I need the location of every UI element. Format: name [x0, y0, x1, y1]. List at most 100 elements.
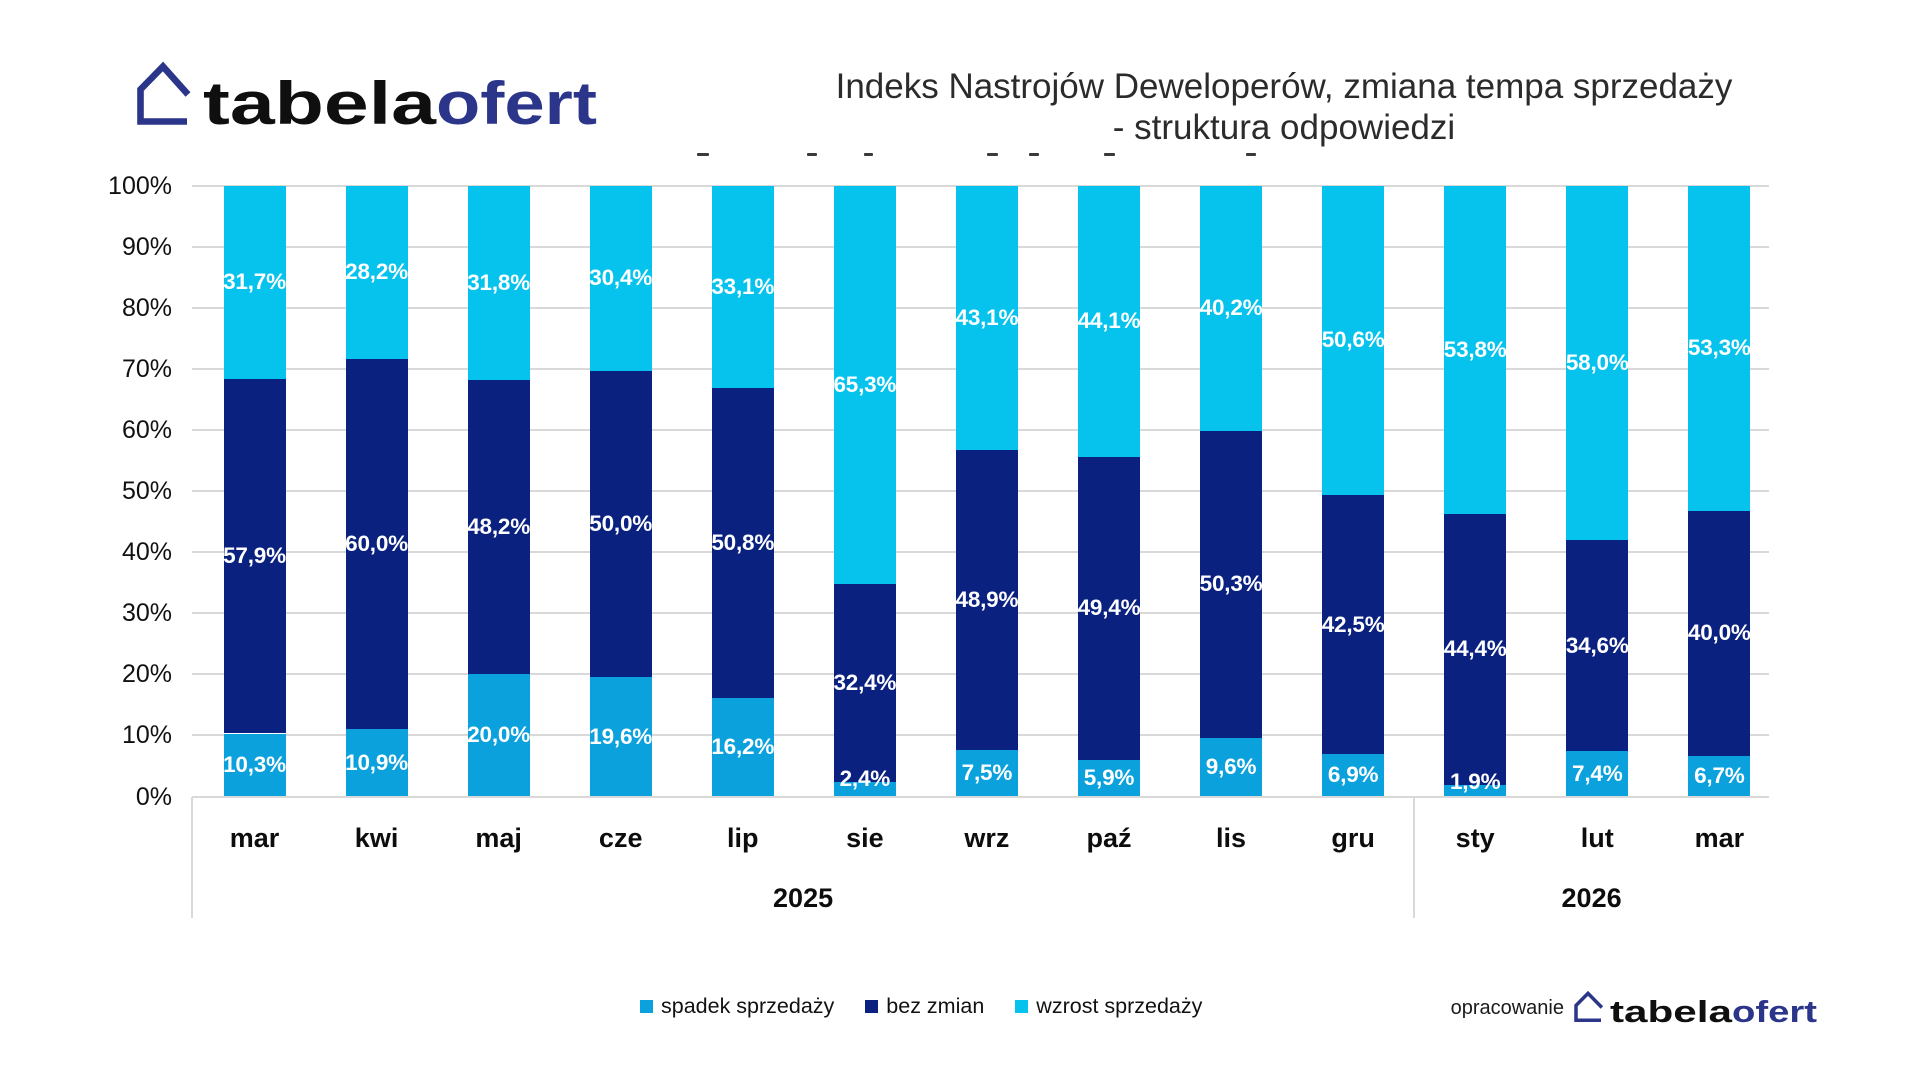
bar-value-label: 9,6%	[1205, 754, 1257, 780]
year-group-label: 2025	[773, 883, 834, 913]
credit-house-icon	[1574, 990, 1604, 1022]
bar-segment-wzrost-sprzedaży	[1200, 185, 1263, 431]
bar-segment-spadek-sprzedaży	[1444, 784, 1507, 797]
bar-value-label: 50,0%	[589, 510, 653, 536]
bar-segment-wzrost-sprzedaży	[833, 185, 896, 585]
y-tick-label: 0%	[135, 782, 172, 811]
x-tick-label: wrz	[964, 823, 1010, 853]
legend-item-spadek: spadek sprzedaży	[640, 994, 834, 1019]
legend-item-wzrost: wzrost sprzedaży	[1015, 994, 1202, 1019]
bar-segment-spadek-sprzedaży	[1077, 760, 1140, 797]
bar-value-label: 19,6%	[589, 723, 653, 749]
bar-segment-wzrost-sprzedaży	[1444, 185, 1507, 514]
credit-brand-text-black: tabela	[1610, 994, 1733, 1029]
x-tick-label: gru	[1331, 823, 1375, 853]
bar-value-label: 60,0%	[345, 531, 408, 557]
chart-title-line2: - struktura odpowiedzi	[1112, 108, 1456, 147]
chart-legend: spadek sprzedaży bez zmian wzrost sprzed…	[640, 993, 1202, 1019]
chart-title: Indeks Nastrojów Deweloperów, zmiana tem…	[724, 66, 1844, 148]
bar-segment-bez-zmian	[1077, 456, 1140, 761]
bar-segment-bez-zmian	[833, 584, 896, 782]
legend-swatch-bez-zmian	[865, 999, 879, 1013]
bar-value-label: 7,4%	[1572, 760, 1623, 786]
bar-value-label: 6,9%	[1327, 762, 1379, 788]
brand-text-black: tabela	[203, 70, 437, 135]
bar-value-label: 1,9%	[1449, 768, 1501, 794]
bar-value-label: 10,9%	[345, 749, 408, 775]
chart-title-line1: Indeks Nastrojów Deweloperów, zmiana tem…	[835, 67, 1733, 106]
bar-segment-wzrost-sprzedaży	[345, 185, 408, 360]
y-tick-label: 90%	[121, 232, 172, 261]
x-tick-label: cze	[598, 823, 643, 853]
bar-value-label: 49,4%	[1077, 595, 1141, 621]
bar-value-label: 34,6%	[1565, 632, 1629, 658]
bar-value-label: 5,9%	[1083, 765, 1135, 791]
bar-segment-wzrost-sprzedaży	[711, 185, 774, 388]
bar-segment-spadek-sprzedaży	[1322, 754, 1385, 797]
bar-value-label: 53,8%	[1443, 336, 1507, 362]
bar-segment-spadek-sprzedaży	[833, 781, 896, 797]
brand-text-blue: ofert	[436, 70, 597, 135]
bar-value-label: 48,2%	[467, 514, 531, 540]
bar-segment-bez-zmian	[1322, 494, 1385, 755]
bar-value-label: 30,4%	[589, 265, 653, 291]
bar-value-label: 43,1%	[955, 304, 1019, 330]
y-tick-label: 10%	[121, 721, 172, 750]
x-tick-label: mar	[229, 823, 280, 853]
x-tick-label: kwi	[354, 823, 399, 853]
bar-segment-bez-zmian	[711, 387, 774, 698]
bar-value-label: 28,2%	[345, 259, 408, 285]
y-tick-label: 80%	[121, 293, 172, 322]
bar-value-label: 40,0%	[1687, 620, 1751, 646]
legend-item-bez-zmian: bez zmian	[865, 994, 984, 1019]
legend-label-bez-zmian: bez zmian	[886, 993, 985, 1018]
x-tick-label: lip	[727, 823, 759, 853]
house-icon	[137, 61, 191, 125]
bar-segment-wzrost-sprzedaży	[223, 185, 286, 380]
bar-segment-wzrost-sprzedaży	[1688, 185, 1751, 512]
clipped-text-mark	[1104, 153, 1115, 156]
clipped-text-mark	[864, 153, 873, 156]
bar-segment-bez-zmian	[955, 450, 1018, 751]
bar-segment-spadek-sprzedaży	[467, 674, 530, 797]
bar-value-label: 42,5%	[1321, 611, 1385, 637]
bar-value-label: 31,7%	[223, 269, 286, 295]
bar-value-label: 50,3%	[1199, 571, 1263, 597]
bar-value-label: 58,0%	[1565, 349, 1629, 375]
clipped-text-mark	[1246, 153, 1256, 156]
bar-value-label: 65,3%	[833, 371, 897, 397]
bar-segment-spadek-sprzedaży	[1566, 751, 1629, 797]
bar-segment-wzrost-sprzedaży	[467, 185, 530, 380]
credit-label: opracowanie	[1450, 997, 1564, 1019]
x-tick-label: maj	[475, 823, 522, 853]
bar-value-label: 44,1%	[1077, 308, 1141, 334]
bar-segment-bez-zmian	[1200, 430, 1263, 738]
y-tick-label: 40%	[121, 538, 172, 567]
bar-segment-wzrost-sprzedaży	[955, 185, 1018, 451]
clipped-text-mark	[697, 153, 709, 156]
bar-segment-spadek-sprzedaży	[711, 697, 774, 797]
x-tick-label: mar	[1694, 823, 1745, 853]
bar-value-label: 48,9%	[955, 587, 1019, 613]
bar-value-label: 16,2%	[711, 734, 775, 760]
axis-separator	[1413, 797, 1416, 918]
x-tick-label: lis	[1216, 823, 1247, 853]
x-tick-label: sie	[846, 823, 884, 853]
gridline	[192, 795, 1769, 798]
bar-value-label: 7,5%	[961, 760, 1013, 786]
y-tick-label: 70%	[121, 354, 172, 383]
legend-swatch-wzrost	[1015, 999, 1029, 1013]
bar-value-label: 57,9%	[223, 543, 286, 569]
bar-segment-bez-zmian	[1688, 511, 1751, 756]
bar-value-label: 53,3%	[1687, 335, 1751, 361]
bar-segment-bez-zmian	[223, 379, 286, 734]
bar-value-label: 50,8%	[711, 529, 775, 555]
legend-label-spadek: spadek sprzedaży	[661, 993, 835, 1018]
x-tick-label: sty	[1455, 823, 1495, 853]
bar-segment-wzrost-sprzedaży	[1566, 185, 1629, 540]
bar-segment-bez-zmian	[1444, 513, 1507, 785]
bar-value-label: 2,4%	[839, 765, 891, 791]
x-tick-label: lut	[1580, 823, 1614, 853]
credit-brand-text-blue: ofert	[1732, 994, 1817, 1029]
